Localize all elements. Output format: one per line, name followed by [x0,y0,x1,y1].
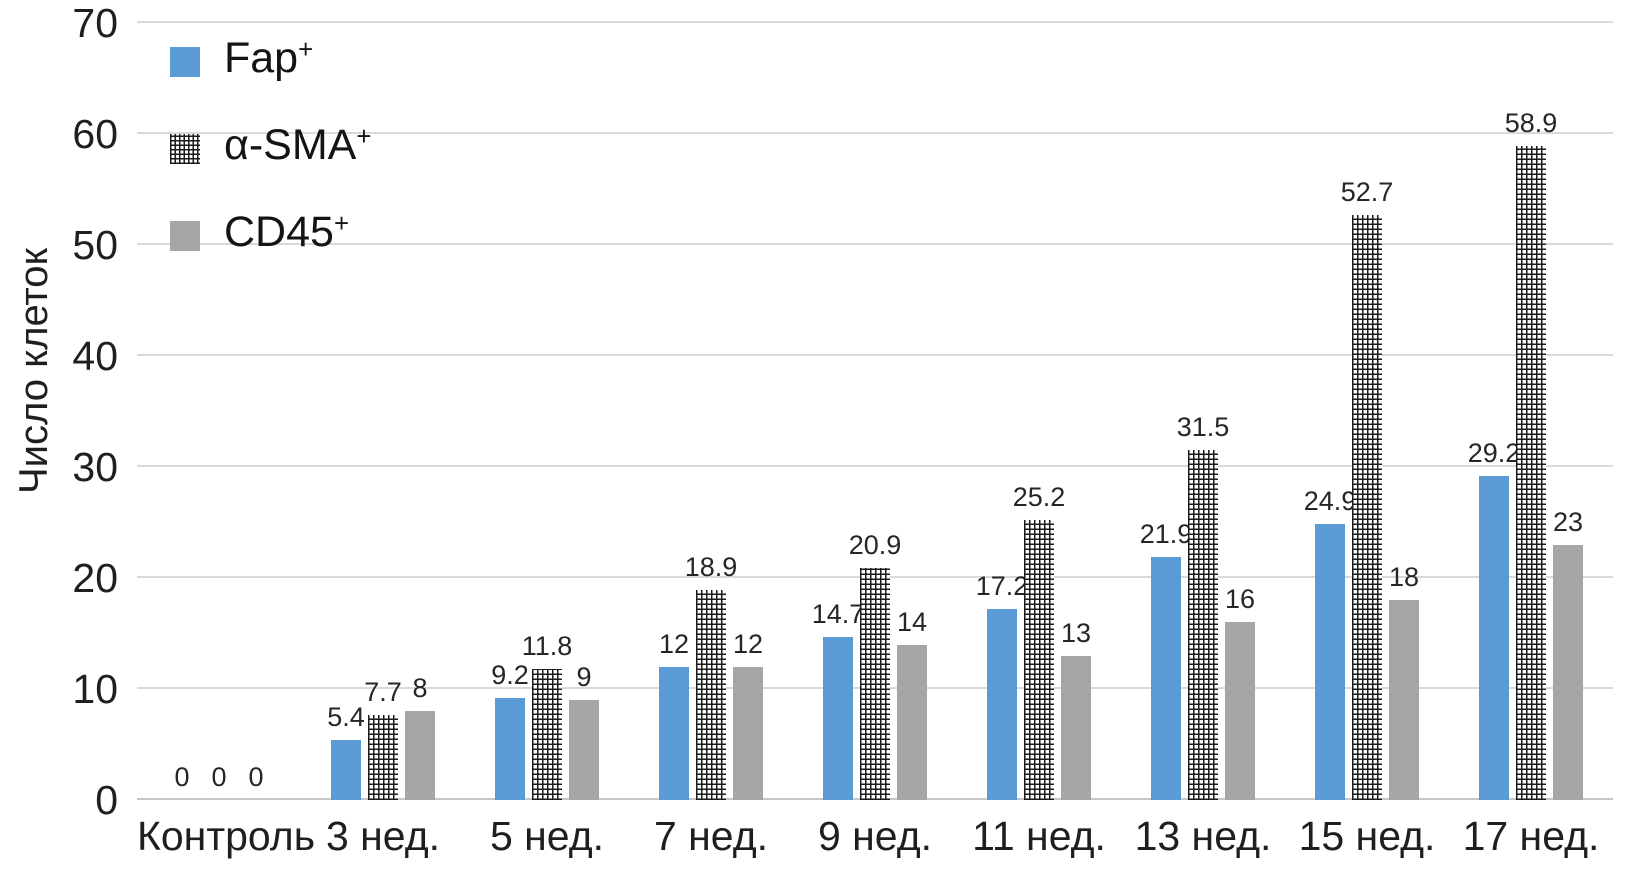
value-label: 9.2 [491,659,529,690]
value-label: 25.2 [1012,482,1066,513]
bar-α-SMA: 11.8 [522,632,572,800]
plot-area: 0 0 0 5.4 7.7 8 9.2 11.8 9 12 18.9 12 14.7 20.9 14 17.2… [137,21,1613,800]
legend-item-CD45: CD45+ [170,208,371,260]
value-label: 5.4 [327,702,365,733]
bar-α-SMA: 58.9 [1505,109,1557,800]
bar-group-2: 5.4 7.7 8 [301,23,465,800]
value-label: 12 [732,628,764,659]
bar-group-7: 21.9 31.5 16 [1121,23,1285,800]
y-tick-label-70: 70 [72,0,118,46]
bar-Fap: 24.9 [1304,486,1356,800]
bar-Fap: 5.4 [327,703,365,800]
value-label: 18.9 [684,552,738,583]
value-label: 17.2 [975,571,1029,602]
x-axis-label: 7 нед. [653,813,769,859]
y-tick-label-40: 40 [72,333,118,379]
x-axis-label: 3 нед. [325,813,441,859]
x-axis-label: 5 нед. [489,813,605,859]
value-label: 21.9 [1139,518,1193,549]
value-label: 12 [658,628,690,659]
legend-label: CD45+ [224,208,350,256]
gridline-30 [137,465,1613,467]
value-label: 0 [211,762,227,792]
value-label: 14 [896,606,928,637]
legend-item-α-SMA: α-SMA+ [170,121,372,173]
bar-CD45: 13 [1061,618,1091,800]
legend-item-Fap: Fap+ [170,34,371,86]
value-label: 29.2 [1467,437,1521,468]
gridline-40 [137,354,1613,356]
y-tick-label-30: 30 [72,444,118,490]
x-axis-label: 11 нед. [972,813,1106,859]
bar-CD45: 9 [569,663,599,800]
bar-CD45: 18 [1389,563,1419,800]
bar-α-SMA: 31.5 [1177,413,1229,800]
legend-label: α-SMA+ [224,121,372,169]
value-label: 9 [576,662,592,693]
legend-swatch-solid-blue [170,46,200,77]
bar-CD45: 16 [1225,585,1255,800]
bar-CD45: 8 [405,674,435,800]
bar-α-SMA: 52.7 [1341,178,1393,800]
value-label: 20.9 [848,530,902,561]
bar-Fap: 9.2 [491,660,529,800]
x-axis-label: Контроль [137,813,316,859]
value-label: 52.7 [1340,177,1394,208]
value-label: 14.7 [811,598,865,629]
y-tick-label-0: 0 [95,777,118,823]
legend-label: Fap+ [224,34,314,82]
gridline-70 [137,21,1613,23]
value-label: 23 [1552,506,1584,537]
legend-swatch-solid-gray [170,220,200,251]
legend-swatch-black-crosshatch-on-white [170,133,200,164]
value-label: 18 [1388,562,1420,593]
y-tick-label-10: 10 [72,666,118,712]
bar-Fap: 17.2 [976,572,1028,800]
value-label: 11.8 [521,631,573,662]
value-label: 31.5 [1176,412,1230,443]
bar-group-6: 17.2 25.2 13 [957,23,1121,800]
legend: Fap+ α-SMA+ CD45+ [170,34,372,260]
value-label: 16 [1224,584,1256,615]
bar-CD45: 14 [897,607,927,800]
bar-Fap: 21.9 [1140,519,1192,800]
y-tick-label-20: 20 [72,555,118,601]
bar-α-SMA: 7.7 [364,677,402,800]
value-label: 0 [174,762,190,792]
bar-group-3: 9.2 11.8 9 [465,23,629,800]
bar-group-4: 12 18.9 12 [629,23,793,800]
y-tick-label-60: 60 [72,111,118,157]
x-axis-label: 9 нед. [817,813,933,859]
bar-Fap: 12 [659,629,689,800]
bar-group-5: 14.7 20.9 14 [793,23,957,800]
value-label: 8 [412,673,428,704]
bar-Fap: 29.2 [1468,438,1520,800]
value-label: 24.9 [1303,485,1357,516]
bar-Fap: 14.7 [812,599,864,800]
bar-group-9: 29.2 58.9 23 [1449,23,1613,800]
gridline-50 [137,243,1613,245]
bar-α-SMA: 25.2 [1013,483,1065,800]
x-axis-label: 17 нед. [1462,813,1600,859]
value-label: 58.9 [1504,108,1558,139]
bar-CD45: 23 [1553,507,1583,800]
y-tick-label-50: 50 [72,222,118,268]
value-label: 0 [248,762,264,792]
bar-CD45: 12 [733,629,763,800]
x-axis-label: 13 нед. [1134,813,1272,859]
gridline-60 [137,132,1613,134]
bar-α-SMA: 18.9 [685,553,737,800]
value-label: 7.7 [364,676,402,707]
bar-α-SMA: 20.9 [849,531,901,800]
value-label: 13 [1060,617,1092,648]
bar-group-8: 24.9 52.7 18 [1285,23,1449,800]
x-axis-label: 15 нед. [1298,813,1436,859]
